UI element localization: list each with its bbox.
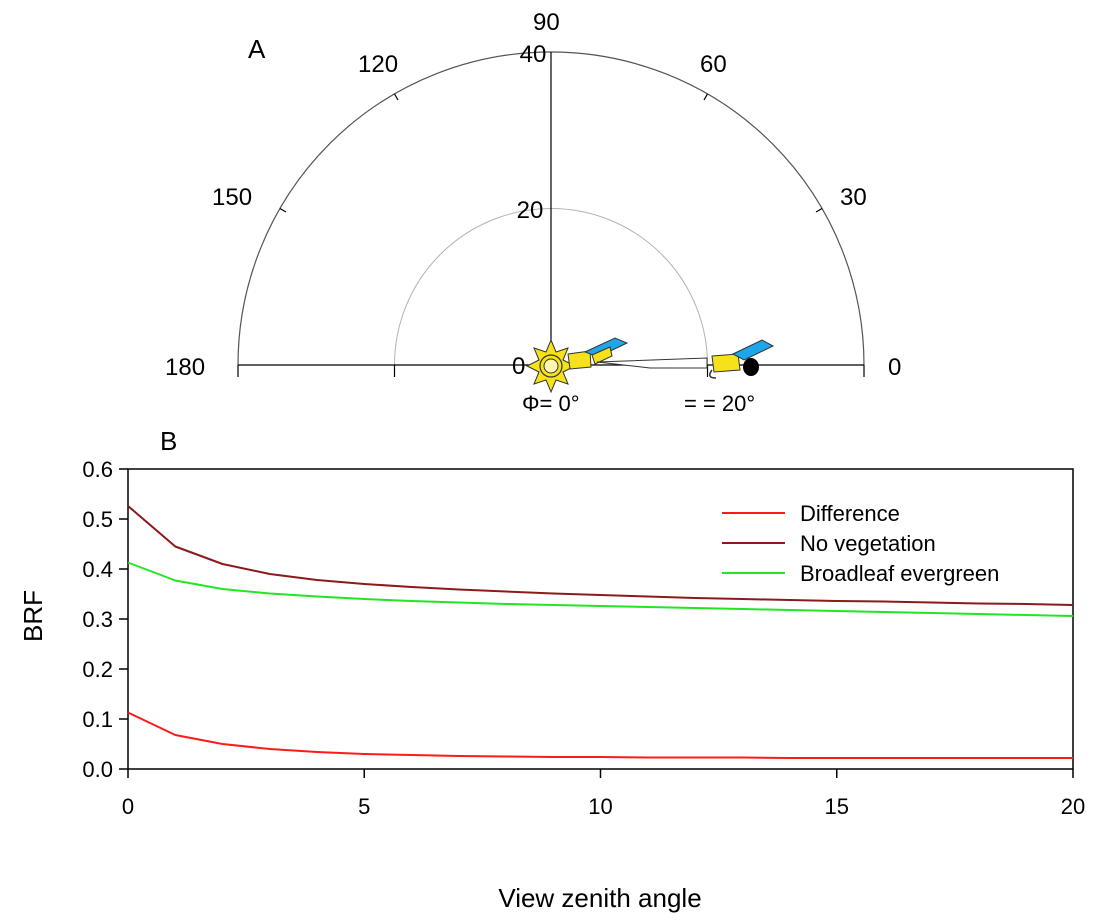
- chart-legend: Difference No vegetation Broadleaf evergre…: [722, 501, 999, 586]
- polar-tick-150: [279, 207, 287, 213]
- legend-label: Difference: [800, 501, 900, 526]
- y-tick-label: 0.2: [82, 657, 113, 682]
- angle-label-60: 60: [700, 51, 727, 78]
- y-tick-label: 0.0: [82, 757, 113, 782]
- y-axis-title: BRF: [18, 590, 48, 642]
- y-tick-label: 0.6: [82, 457, 113, 482]
- plot-frame: [127, 468, 1074, 770]
- series-line-no-vegetation: [127, 505, 1074, 606]
- x-tick-label: 0: [122, 794, 134, 819]
- angle-label-0: 0: [888, 354, 901, 381]
- x-tick-label: 20: [1061, 794, 1085, 819]
- chart-series: [127, 505, 1074, 759]
- x-tick-label: 10: [588, 794, 612, 819]
- angle-label-180: 180: [165, 354, 205, 381]
- angle-label-120: 120: [358, 51, 398, 78]
- zenith-label: = = 20°: [684, 391, 755, 416]
- angle-label-90: 90: [533, 9, 560, 36]
- y-tick-label: 0.3: [82, 607, 113, 632]
- polar-tick-60: [703, 93, 709, 101]
- legend-label: Broadleaf evergreen: [800, 561, 999, 586]
- angle-label-150: 150: [212, 184, 252, 211]
- sun-icon: [525, 338, 577, 394]
- radial-label-40: 40: [520, 41, 547, 68]
- phi-label: Φ= 0°: [522, 391, 580, 416]
- series-line-broadleaf-evergreen: [127, 561, 1074, 617]
- chart-axes: 0.0 0.1 0.2 0.3 0.4 0.5 0.6 0 5 10 15 20: [82, 457, 1085, 819]
- angle-label-30: 30: [840, 184, 867, 211]
- radial-label-0: 0: [512, 353, 525, 380]
- polar-tick-120: [393, 93, 399, 101]
- panel-b-label: B: [160, 426, 177, 456]
- satellite-icon: [567, 337, 629, 370]
- y-tick-label: 0.1: [82, 707, 113, 732]
- satellite-icon-view: [709, 339, 775, 379]
- polar-plot: A 0 30 60 90 120 150 180 40 20 0: [165, 9, 901, 416]
- panel-a-label: A: [248, 34, 266, 64]
- legend-label: No vegetation: [800, 531, 936, 556]
- x-tick-label: 5: [358, 794, 370, 819]
- line-chart: B 0.0 0.1 0.2 0.3 0.4 0.5 0.6 0 5 10 15 20 Differen…: [18, 426, 1085, 913]
- x-axis-title: View zenith angle: [498, 883, 701, 913]
- radial-label-20: 20: [517, 197, 544, 224]
- x-tick-label: 15: [825, 794, 849, 819]
- y-tick-label: 0.4: [82, 557, 113, 582]
- series-line-difference: [127, 711, 1073, 759]
- y-tick-label: 0.5: [82, 507, 113, 532]
- view-direction-arrow: [596, 357, 708, 369]
- polar-tick-30: [815, 207, 823, 213]
